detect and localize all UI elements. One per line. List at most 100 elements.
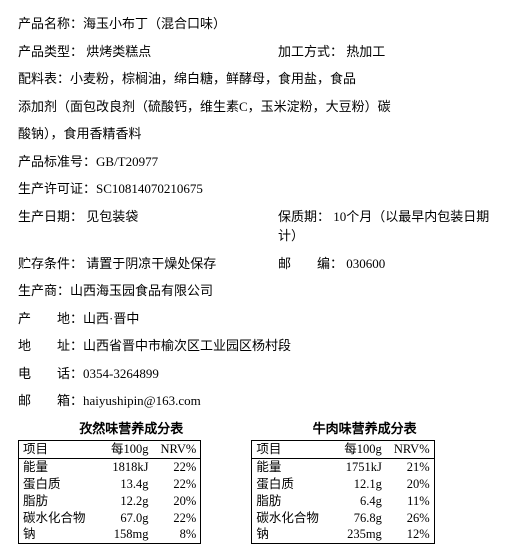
- cell: 碳水化合物: [252, 510, 330, 527]
- cell: 22%: [157, 510, 201, 527]
- type-label: 产品类型：: [18, 44, 83, 59]
- row-origin: 产 地： 山西·晋中: [18, 309, 502, 329]
- row-tel: 电 话： 0354-3264899: [18, 364, 502, 384]
- cell: 67.0g: [97, 510, 157, 527]
- th-item: 项目: [252, 441, 330, 459]
- cell: 20%: [157, 493, 201, 510]
- nutrition-left-table: 项目 每100g NRV% 能量1818kJ22% 蛋白质13.4g22% 脂肪…: [18, 440, 201, 544]
- origin-value: 山西·晋中: [83, 309, 139, 329]
- cell: 蛋白质: [252, 476, 330, 493]
- row-product-name: 产品名称： 海玉小布丁（混合口味）: [18, 14, 502, 34]
- row-license: 生产许可证： SC10814070210675: [18, 179, 502, 199]
- cell: 21%: [390, 458, 434, 475]
- row-storage-zip: 贮存条件： 请置于阴凉干燥处保存 邮 编： 030600: [18, 254, 502, 274]
- shelf-label: 保质期：: [278, 209, 330, 224]
- label: 产品名称：: [18, 14, 83, 34]
- nutrition-left: 孜然味营养成分表 项目 每100g NRV% 能量1818kJ22% 蛋白质13…: [18, 419, 201, 544]
- table-row: 碳水化合物67.0g22%: [19, 510, 201, 527]
- table-row: 脂肪12.2g20%: [19, 493, 201, 510]
- value: 海玉小布丁（混合口味）: [83, 14, 226, 34]
- storage-label: 贮存条件：: [18, 256, 83, 271]
- row-type-process: 产品类型： 烘烤类糕点 加工方式： 热加工: [18, 42, 502, 62]
- cell: 76.8g: [330, 510, 390, 527]
- cell: 12%: [390, 526, 434, 543]
- mfgdate-label: 生产日期：: [18, 209, 83, 224]
- row-producer: 生产商： 山西海玉园食品有限公司: [18, 281, 502, 301]
- table-row: 能量1751kJ21%: [252, 458, 434, 475]
- nutrition-right: 牛肉味营养成分表 项目 每100g NRV% 能量1751kJ21% 蛋白质12…: [251, 419, 434, 544]
- std-label: 产品标准号：: [18, 152, 96, 172]
- table-row: 碳水化合物76.8g26%: [252, 510, 434, 527]
- row-address: 地 址： 山西省晋中市榆次区工业园区杨村段: [18, 336, 502, 356]
- origin-label: 产 地：: [18, 309, 83, 329]
- cell: 钠: [252, 526, 330, 543]
- row-ingredients-3: 酸钠），食用香精香料: [18, 124, 502, 144]
- table-row: 脂肪6.4g11%: [252, 493, 434, 510]
- license-value: SC10814070210675: [96, 179, 203, 199]
- cell: 碳水化合物: [19, 510, 97, 527]
- license-label: 生产许可证：: [18, 179, 96, 199]
- tel-label: 电 话：: [18, 364, 83, 384]
- cell: 能量: [19, 458, 97, 475]
- table-row: 蛋白质12.1g20%: [252, 476, 434, 493]
- mfgdate-value: 见包装袋: [86, 209, 138, 224]
- email-value: haiyushipin@163.com: [83, 391, 201, 411]
- th-per100g: 每100g: [97, 441, 157, 459]
- nutrition-right-table: 项目 每100g NRV% 能量1751kJ21% 蛋白质12.1g20% 脂肪…: [251, 440, 434, 544]
- nutrition-left-title: 孜然味营养成分表: [18, 419, 201, 441]
- cell: 6.4g: [330, 493, 390, 510]
- table-header: 项目 每100g NRV%: [19, 441, 201, 459]
- row-ingredients-1: 配料表： 小麦粉，棕榈油，绵白糖，鲜酵母，食用盐，食品: [18, 69, 502, 89]
- table-row: 蛋白质13.4g22%: [19, 476, 201, 493]
- std-value: GB/T20977: [96, 152, 158, 172]
- producer-value: 山西海玉园食品有限公司: [70, 281, 213, 301]
- ingredients-value-1: 小麦粉，棕榈油，绵白糖，鲜酵母，食用盐，食品: [70, 69, 356, 89]
- th-nrv: NRV%: [157, 441, 201, 459]
- row-standard: 产品标准号： GB/T20977: [18, 152, 502, 172]
- table-row: 钠235mg12%: [252, 526, 434, 543]
- table-row: 能量1818kJ22%: [19, 458, 201, 475]
- zip-value: 030600: [346, 256, 385, 271]
- cell: 1818kJ: [97, 458, 157, 475]
- zip-label: 邮 编：: [278, 256, 343, 271]
- cell: 12.2g: [97, 493, 157, 510]
- cell: 11%: [390, 493, 434, 510]
- nutrition-right-title: 牛肉味营养成分表: [251, 419, 434, 441]
- cell: 22%: [157, 458, 201, 475]
- row-ingredients-2: 添加剂（面包改良剂（硫酸钙，维生素C，玉米淀粉，大豆粉）碳: [18, 97, 502, 117]
- process-value: 热加工: [346, 44, 385, 59]
- table-header: 项目 每100g NRV%: [252, 441, 434, 459]
- addr-label: 地 址：: [18, 336, 83, 356]
- cell: 26%: [390, 510, 434, 527]
- ingredients-value-2: 添加剂（面包改良剂（硫酸钙，维生素C，玉米淀粉，大豆粉）碳: [18, 97, 391, 117]
- cell: 20%: [390, 476, 434, 493]
- th-nrv: NRV%: [390, 441, 434, 459]
- cell: 脂肪: [252, 493, 330, 510]
- row-email: 邮 箱： haiyushipin@163.com: [18, 391, 502, 411]
- cell: 钠: [19, 526, 97, 543]
- producer-label: 生产商：: [18, 281, 70, 301]
- ingredients-label: 配料表：: [18, 69, 70, 89]
- email-label: 邮 箱：: [18, 391, 83, 411]
- cell: 8%: [157, 526, 201, 543]
- cell: 158mg: [97, 526, 157, 543]
- type-value: 烘烤类糕点: [86, 44, 151, 59]
- cell: 能量: [252, 458, 330, 475]
- cell: 脂肪: [19, 493, 97, 510]
- cell: 13.4g: [97, 476, 157, 493]
- th-item: 项目: [19, 441, 97, 459]
- cell: 12.1g: [330, 476, 390, 493]
- th-per100g: 每100g: [330, 441, 390, 459]
- cell: 235mg: [330, 526, 390, 543]
- nutrition-tables: 孜然味营养成分表 项目 每100g NRV% 能量1818kJ22% 蛋白质13…: [18, 419, 502, 544]
- cell: 蛋白质: [19, 476, 97, 493]
- storage-value: 请置于阴凉干燥处保存: [86, 256, 216, 271]
- cell: 1751kJ: [330, 458, 390, 475]
- process-label: 加工方式：: [278, 44, 343, 59]
- cell: 22%: [157, 476, 201, 493]
- ingredients-value-3: 酸钠），食用香精香料: [18, 124, 142, 144]
- row-date-shelf: 生产日期： 见包装袋 保质期： 10个月（以最早内包装日期计）: [18, 207, 502, 246]
- tel-value: 0354-3264899: [83, 364, 159, 384]
- table-row: 钠158mg8%: [19, 526, 201, 543]
- addr-value: 山西省晋中市榆次区工业园区杨村段: [83, 336, 291, 356]
